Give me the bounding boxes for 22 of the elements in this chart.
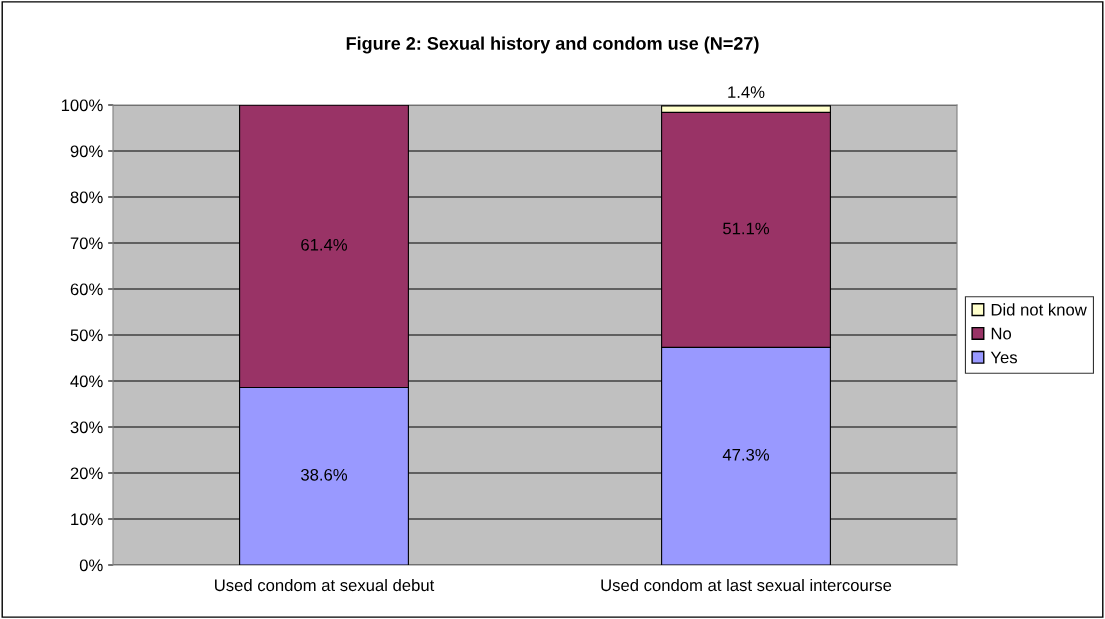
y-tick-label: 10% (71, 513, 103, 526)
x-tick-label: Used condom at sexual debut (215, 578, 435, 592)
legend-label: Did not know (991, 303, 1087, 316)
y-tick-label: 0% (79, 559, 103, 572)
y-tick-label: 40% (70, 375, 103, 388)
y-tick-label: 30% (70, 421, 103, 434)
data-label: 51.1% (723, 222, 770, 235)
data-label: 47.3% (722, 448, 770, 461)
legend-label: No (991, 327, 1012, 340)
legend-label: Yes (990, 351, 1018, 364)
data-label: 1.4% (728, 86, 765, 98)
y-tick-label: 90% (70, 145, 103, 158)
y-tick-label: 80% (70, 191, 103, 204)
data-label: 61.4% (301, 238, 348, 251)
y-tick-label: 100% (61, 99, 103, 112)
y-tick-label: 20% (70, 467, 103, 480)
chart-title: Figure 2: Sexual history and condom use (N=27) (346, 36, 759, 54)
y-tick-label: 70% (70, 237, 103, 250)
data-label: 38.6% (301, 468, 348, 481)
y-tick-label: 60% (70, 283, 103, 296)
x-tick-label: Used condom at last sexual intercourse (601, 578, 892, 592)
y-tick-label: 50% (70, 329, 103, 342)
